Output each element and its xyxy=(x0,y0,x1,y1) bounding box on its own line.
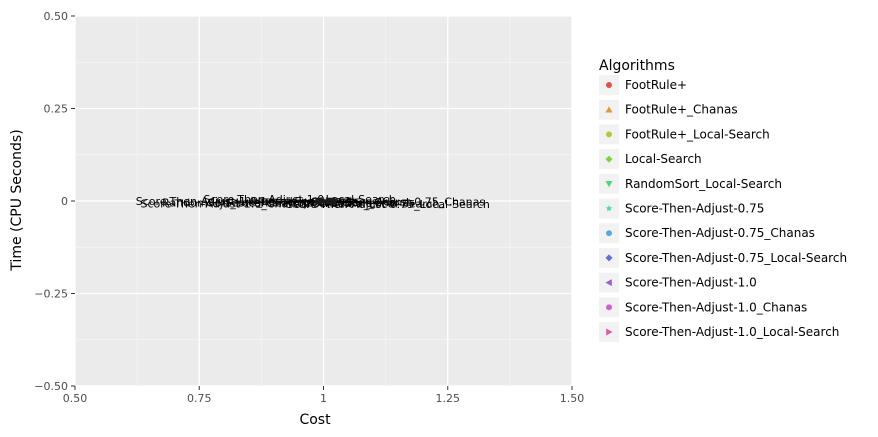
data-points xyxy=(314,197,338,205)
x-tick-label: 0.75 xyxy=(187,392,212,405)
x-tick-label: 0.50 xyxy=(63,392,88,405)
legend-marker xyxy=(605,181,613,188)
y-axis-title: Time (CPU Seconds) xyxy=(9,129,25,271)
y-tick-label: 0.50 xyxy=(44,10,69,23)
legend-marker xyxy=(606,230,612,237)
legend-items: FootRule+ FootRule+_Chanas FootRule+_Local… xyxy=(599,75,847,342)
legend-label: FootRule+_Chanas xyxy=(625,103,738,117)
legend-marker xyxy=(606,131,612,138)
legend-label: Score-Then-Adjust-0.75 xyxy=(625,202,764,216)
legend-label: Local-Search xyxy=(625,152,702,166)
data-point xyxy=(315,197,323,205)
legend-label: Score-Then-Adjust-0.75_Local-Search xyxy=(625,251,847,265)
legend-marker xyxy=(605,155,613,163)
annotation-label: Score-Then-Adjust-1.0_Local-Search xyxy=(136,195,333,208)
legend-marker xyxy=(605,254,613,262)
x-tick-label: 1 xyxy=(320,392,327,405)
x-tick-label: 1.25 xyxy=(436,392,461,405)
x-tick-label: 1.50 xyxy=(560,392,585,405)
annotation-label: FootRule+_Local-Search xyxy=(307,198,440,211)
legend-label: RandomSort_Local-Search xyxy=(625,177,782,191)
legend-label: Score-Then-Adjust-1.0 xyxy=(625,276,757,290)
legend-label: FootRule+ xyxy=(625,78,687,92)
legend-label: Score-Then-Adjust-0.75_Chanas xyxy=(625,226,815,240)
annotation-arrow xyxy=(224,200,326,204)
legend-marker xyxy=(606,304,612,311)
annotations: Score-Then-Adjust-1.0 Local-SearchScore-T… xyxy=(136,193,490,211)
annotation-label: Score-Then-Adjust-1.0_Chanas xyxy=(141,198,308,211)
y-tick-label: 0.25 xyxy=(44,103,69,116)
legend-label: FootRule+_Local-Search xyxy=(625,127,770,141)
legend-marker xyxy=(606,82,612,88)
y-tick-label: −0.50 xyxy=(34,380,68,393)
x-axis-title: Cost xyxy=(299,412,331,428)
annotation-label: Local-Search xyxy=(326,193,396,206)
legend-marker xyxy=(605,205,613,212)
legend-label: Score-Then-Adjust-1.0_Chanas xyxy=(625,300,807,314)
legend-marker xyxy=(606,328,613,336)
annotation-label: Score-Then-Adjust-1.0 xyxy=(203,193,324,206)
annotation-label: Score-Then-Adjust-0.75_Chanas xyxy=(311,195,485,208)
legend-label: Score-Then-Adjust-1.0_Local-Search xyxy=(625,325,839,339)
legend-marker xyxy=(605,279,612,287)
legend-title: Algorithms xyxy=(599,58,675,74)
axis-ticks xyxy=(71,15,573,390)
annotation-label: FootRule+_Chanas xyxy=(312,196,415,209)
y-tick-label: 0 xyxy=(61,195,68,208)
legend: Algorithms FootRule+FootRule+_ChanasFoot… xyxy=(599,58,847,342)
data-point xyxy=(329,197,338,205)
tick-labels: 0.50 0.75 1 1.25 1.50 0.50 0.25 0 −0.25 −0.50 xyxy=(34,10,584,405)
annotation-label: FootRule+ xyxy=(325,197,382,210)
annotation-label: RandomSort_Local-Search xyxy=(162,196,306,209)
y-tick-label: −0.25 xyxy=(34,288,68,301)
legend-marker xyxy=(605,106,613,113)
